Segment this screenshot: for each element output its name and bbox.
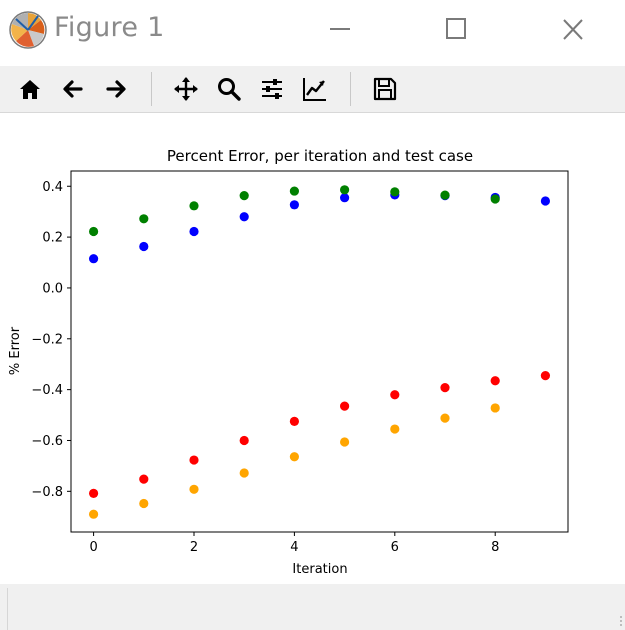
resize-grip-icon[interactable] — [619, 616, 623, 626]
scatter-point — [239, 468, 249, 478]
scatter-point — [390, 390, 400, 400]
maximize-icon[interactable] — [436, 12, 476, 48]
window-title: Figure 1 — [54, 12, 165, 43]
back-arrow-icon[interactable] — [59, 75, 87, 103]
scatter-point — [239, 191, 249, 201]
x-tick-label: 4 — [290, 540, 298, 555]
scatter-point — [289, 186, 299, 196]
scatter-point — [340, 193, 350, 203]
y-tick-label: −0.4 — [31, 383, 63, 398]
x-tick-label: 6 — [391, 540, 399, 555]
scatter-chart: Percent Error, per iteration and test ca… — [8, 147, 569, 577]
scatter-point — [490, 376, 500, 386]
y-axis-label: % Error — [8, 326, 23, 375]
scatter-point — [289, 200, 299, 210]
y-tick-label: 0.4 — [42, 180, 63, 195]
zoom-magnifier-icon[interactable] — [215, 75, 243, 103]
scatter-point — [189, 226, 199, 237]
x-tick-label: 2 — [190, 540, 198, 555]
scatter-point — [340, 401, 350, 411]
scatter-point — [289, 416, 299, 427]
scatter-point — [440, 413, 450, 423]
scatter-point — [88, 509, 99, 519]
scatter-point — [88, 254, 99, 264]
scatter-point — [139, 241, 149, 252]
scatter-point — [139, 474, 149, 484]
status-divider — [7, 588, 8, 630]
scatter-point — [88, 488, 99, 498]
edit-axes-icon[interactable] — [301, 75, 329, 103]
y-tick-label: −0.8 — [31, 485, 63, 500]
toolbar-separator — [151, 72, 152, 106]
status-bar — [0, 584, 625, 630]
scatter-point — [289, 452, 299, 462]
scatter-point — [390, 187, 400, 197]
y-tick-label: 0.2 — [42, 231, 63, 246]
close-icon[interactable] — [553, 12, 593, 48]
matplotlib-logo-icon — [9, 11, 47, 49]
y-tick-label: −0.6 — [31, 434, 63, 449]
x-tick-label: 8 — [491, 540, 499, 555]
scatter-point — [88, 226, 99, 237]
scatter-point — [440, 383, 450, 393]
scatter-point — [189, 484, 199, 494]
home-icon[interactable] — [16, 75, 44, 103]
axes-frame — [70, 170, 569, 533]
scatter-point — [490, 194, 500, 204]
minimize-icon[interactable] — [320, 12, 360, 48]
x-axis-label: Iteration — [292, 562, 347, 577]
scatter-point — [540, 371, 551, 381]
window-titlebar[interactable]: Figure 1 — [0, 0, 625, 60]
forward-arrow-icon[interactable] — [102, 75, 130, 103]
scatter-point — [490, 403, 500, 413]
y-tick-label: 0.0 — [42, 281, 63, 296]
scatter-point — [340, 437, 350, 447]
save-disk-icon[interactable] — [371, 75, 399, 103]
scatter-point — [340, 185, 350, 195]
x-tick-label: 0 — [89, 540, 97, 555]
scatter-point — [189, 455, 199, 465]
axis-ticks: 0 2 4 6 8 0.4 0.2 0.0 −0.2 −0.4 −0.6 −0.8 — [31, 180, 499, 555]
scatter-point — [390, 424, 400, 434]
scatter-point — [239, 212, 249, 222]
pan-move-icon[interactable] — [172, 75, 200, 103]
navigation-toolbar — [0, 66, 625, 113]
toolbar-separator — [350, 72, 351, 106]
scatter-point — [139, 498, 149, 509]
scatter-point — [440, 190, 450, 200]
data-points — [88, 185, 551, 519]
scatter-point — [239, 435, 249, 446]
configure-subplots-icon[interactable] — [258, 75, 286, 103]
figure-canvas[interactable]: Percent Error, per iteration and test ca… — [0, 113, 625, 584]
y-tick-label: −0.2 — [31, 332, 63, 347]
scatter-point — [139, 214, 149, 224]
scatter-point — [540, 196, 551, 206]
scatter-point — [189, 201, 199, 211]
chart-title: Percent Error, per iteration and test ca… — [167, 147, 473, 165]
